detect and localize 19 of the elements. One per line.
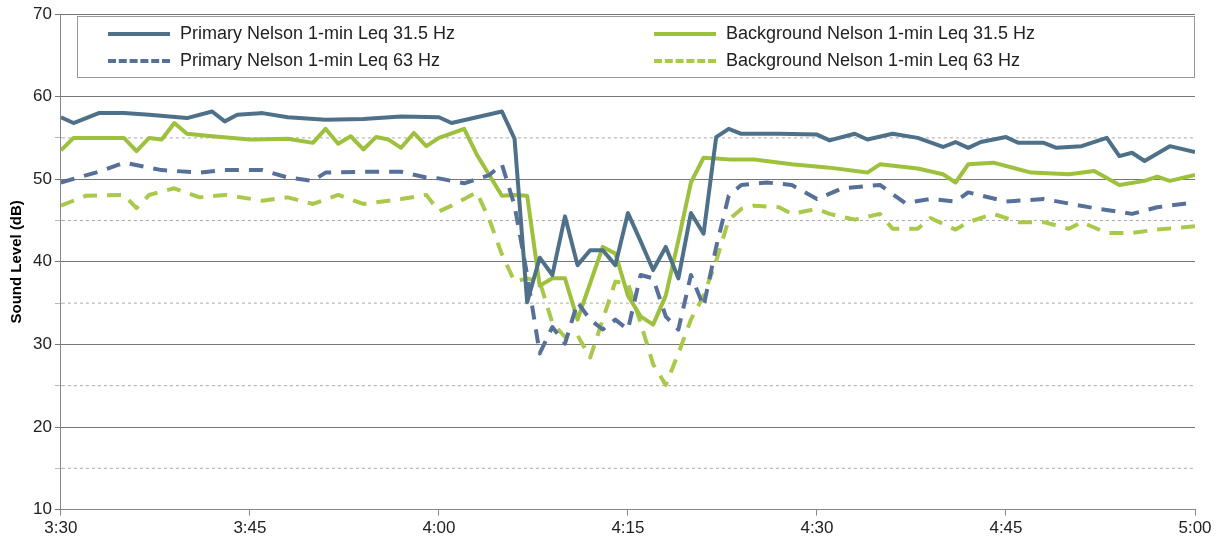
y-tick-label: 10 bbox=[32, 499, 52, 519]
x-tick-label: 4:15 bbox=[611, 518, 645, 538]
legend-label: Primary Nelson 1-min Leq 63 Hz bbox=[179, 50, 441, 71]
x-tick-label: 4:00 bbox=[422, 518, 456, 538]
x-tick-label: 4:30 bbox=[800, 518, 834, 538]
y-axis-title: Sound Level (dB) bbox=[7, 200, 25, 324]
y-tick-label: 30 bbox=[32, 334, 52, 354]
x-tick-label: 3:30 bbox=[44, 518, 78, 538]
legend-label: Primary Nelson 1-min Leq 31.5 Hz bbox=[179, 23, 456, 44]
y-tick-label: 60 bbox=[32, 86, 52, 106]
y-tick-label: 50 bbox=[32, 168, 52, 188]
y-tick-label: 40 bbox=[32, 251, 52, 271]
x-tick-label: 5:00 bbox=[1178, 518, 1212, 538]
y-tick-label: 70 bbox=[32, 3, 52, 23]
legend-label: Background Nelson 1-min Leq 31.5 Hz bbox=[725, 23, 1036, 44]
legend-label: Background Nelson 1-min Leq 63 Hz bbox=[725, 50, 1021, 71]
x-tick-label: 4:45 bbox=[989, 518, 1023, 538]
x-tick-label: 3:45 bbox=[233, 518, 267, 538]
y-tick-label: 20 bbox=[32, 416, 52, 436]
